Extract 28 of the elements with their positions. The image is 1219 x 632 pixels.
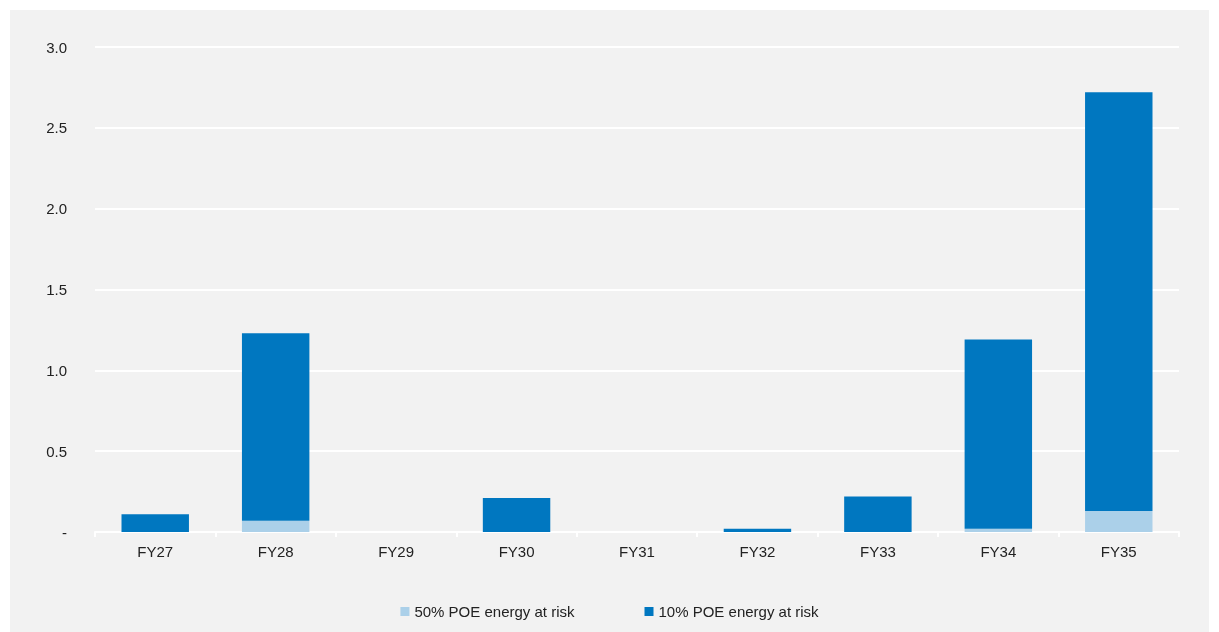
y-tick-label: 2.0 <box>46 200 67 218</box>
y-tick-label: 0.5 <box>46 442 67 460</box>
legend-label: 50% POE energy at risk <box>414 603 575 620</box>
bar <box>964 339 1033 529</box>
y-tick-label: 3.0 <box>46 38 67 56</box>
x-tick-label: FY34 <box>980 543 1017 560</box>
x-tick-label: FY33 <box>859 543 896 560</box>
bar <box>844 496 912 532</box>
bar <box>964 528 1033 532</box>
x-tick-label: FY30 <box>498 543 535 560</box>
bar <box>121 514 189 532</box>
bar <box>241 333 310 521</box>
x-tick-label: FY29 <box>378 543 415 560</box>
y-tick-label: 2.5 <box>46 119 67 137</box>
x-tick-label: FY28 <box>257 543 294 560</box>
bar <box>723 528 792 532</box>
bar <box>482 498 551 532</box>
bar <box>241 520 310 532</box>
y-tick-label: - <box>62 523 67 541</box>
y-tick-label: 1.0 <box>46 361 67 379</box>
x-tick-label: FY35 <box>1100 543 1137 560</box>
bar <box>1085 510 1153 532</box>
x-tick-label: FY31 <box>619 543 655 560</box>
bar <box>1085 92 1153 511</box>
x-tick-label: FY32 <box>739 543 776 560</box>
legend-label: 10% POE energy at risk <box>658 603 820 620</box>
y-tick-label: 1.5 <box>46 281 67 298</box>
x-tick-label: FY27 <box>137 543 174 560</box>
